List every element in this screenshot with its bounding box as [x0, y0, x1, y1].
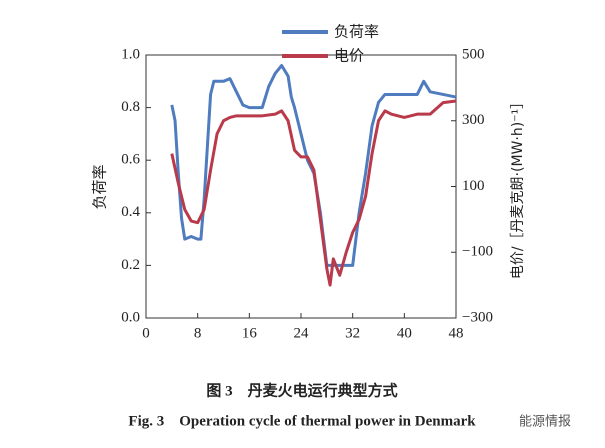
series-line [170, 99, 457, 287]
y-tick-label: 0.2 [121, 257, 140, 273]
x-tick-label: 16 [242, 325, 258, 341]
watermark: 能源情报 [519, 415, 571, 430]
y2-tick-label: 500 [462, 46, 485, 62]
y2-axis-label: 电价/［丹麦克朗·(MW·h)⁻¹］ [510, 95, 526, 279]
y-tick-label: 0.0 [121, 309, 140, 325]
y-tick-label: 1.0 [121, 46, 140, 62]
y-tick-label: 0.8 [121, 99, 140, 115]
x-tick-label: 0 [142, 325, 150, 341]
legend-label: 负荷率 [334, 23, 379, 41]
x-tick-label: 24 [294, 325, 310, 341]
y2-tick-label: 300 [462, 112, 485, 128]
y-axis-label: 负荷率 [91, 164, 109, 209]
y2-tick-label: 100 [462, 178, 485, 194]
legend-label: 电价 [334, 47, 364, 65]
y-tick-label: 0.6 [121, 152, 140, 168]
series-line [170, 64, 457, 267]
x-tick-label: 8 [194, 325, 202, 341]
chart-title: 图 3 丹麦火电运行典型方式 [206, 381, 397, 399]
x-tick-label: 40 [397, 325, 412, 341]
x-tick-label: 32 [345, 325, 360, 341]
y-tick-label: 0.4 [121, 204, 140, 220]
y2-tick-label: −300 [462, 309, 493, 325]
chart-subtitle: Fig. 3 Operation cycle of thermal power … [128, 413, 476, 429]
x-tick-label: 48 [449, 325, 464, 341]
y2-tick-label: −100 [462, 244, 493, 260]
